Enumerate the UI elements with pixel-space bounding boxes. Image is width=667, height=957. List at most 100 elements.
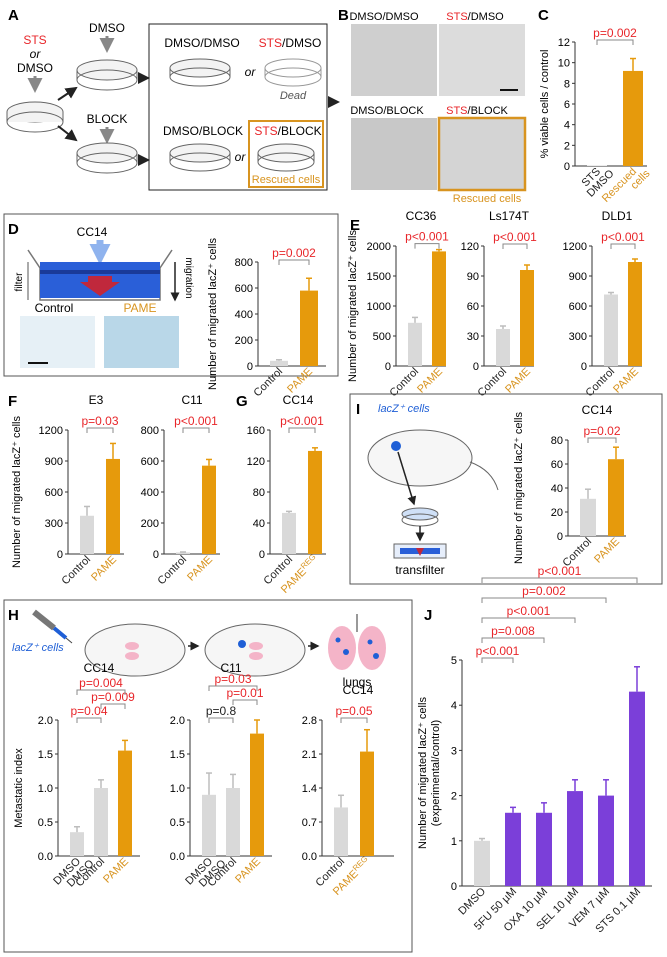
chart-h1-bar [70,832,84,856]
chart-e1-ytick-label: 1500 [367,271,391,283]
chart-e2-ytick-label: 120 [461,241,479,253]
chart-h2-bar [250,733,264,856]
b-sts-block-red: STS [446,105,467,117]
chart-i-title: CC14 [582,403,613,417]
chart-e3-bar [604,294,618,366]
chart-i-bar [608,459,624,536]
chart-j-bar [536,812,552,886]
a-block-top: BLOCK [87,112,128,126]
chart-d-ytick-label: 400 [235,309,253,321]
chart-j-comparison-bracket [481,637,545,643]
chart-j-comparison-bracket [481,597,607,603]
chart-j-bar [598,795,614,886]
chart-j-ylabel-line: Number of migrated lacZ⁺ cells [417,697,429,849]
chart-e3-ytick-label: 0 [581,361,587,373]
chart-e2-bar [520,270,534,366]
chart-h1-p-value: p=0.04 [70,704,107,718]
chart-d: Number of migrated lacZ⁺ cells 0 200 400 600… [207,238,326,400]
a-dmso-block: DMSO/BLOCK [163,124,243,138]
chart-i-category-label: PAME [592,536,622,566]
chart-h1-ytick-label: 2.0 [38,715,53,727]
a-or-label: or [30,47,42,61]
chart-h1-p-value: p=0.009 [91,690,135,704]
b-dmso-dmso: DMSO/DMSO [349,11,419,23]
chart-e1-ytick-label: 500 [373,331,391,343]
b-micro-sts-block [437,116,527,192]
chart-h-c11: C110.00.51.01.52.0DMSODMSOControlPAMEp=0… [170,661,272,890]
b-dmso-block: DMSO/BLOCK [350,105,424,117]
a-dish-sts-block [257,143,315,172]
chart-j-p-value: p<0.001 [507,604,551,618]
a-sts-dmso: STS/DMSO [259,36,322,50]
chart-j-comparison-bracket [481,657,514,663]
chart-i-ylabel: Number of migrated lacZ⁺ cells [513,412,525,564]
chart-f1-ytick-label: 600 [45,487,63,499]
chart-e3-p-value: p<0.001 [601,230,645,244]
a-sts-block-rest: /BLOCK [278,124,322,138]
chart-f1-bar [80,515,94,554]
chart-h2-comparison-bracket [232,699,258,705]
chart-c-ytick-label: 10 [558,58,570,70]
i-arrow-1 [397,451,417,506]
chart-h2-comparison-bracket [208,685,258,691]
chart-h1-comparison-bracket [76,717,102,723]
chart-h2-ytick-label: 0.0 [170,851,185,863]
panel-f-letter: F [8,393,17,410]
chart-f1-p-value: p=0.03 [81,414,118,428]
chart-c-ytick-label: 0 [564,161,570,173]
chart-f1-comparison-bracket [86,427,114,433]
a-sts-block: STS/BLOCK [254,124,321,138]
chart-h3-ytick-label: 2.1 [302,749,317,761]
a-outcome-box [148,23,328,191]
chart-g-ytick-label: 120 [247,456,265,468]
chart-h2-ytick-label: 0.5 [170,817,185,829]
chart-j-ytick-label: 4 [451,700,457,712]
chart-h2-ytick-label: 1.0 [170,783,185,795]
chart-h3-bar [334,807,348,856]
chart-e2-title: Ls174T [489,209,530,223]
a-or-1: or [245,65,257,79]
chart-i: CC14 Number of migrated lacZ⁺ cells 0 20 40 6… [513,403,626,569]
chart-c-ytick-label: 12 [558,37,570,49]
chart-c-ylabel: % viable cells / control [539,50,551,159]
a-source-dish [6,101,64,133]
chart-h1-bar [94,788,108,856]
h-mouse-1 [84,623,186,677]
a-sts-label: STS [23,33,46,47]
chart-e3-ytick-label: 600 [569,301,587,313]
chart-j: Number of migrated lacZ⁺ cells(experimen… [417,564,652,935]
chart-i-bar [580,498,596,536]
chart-f1-ytick-label: 900 [45,456,63,468]
b-rescued-cells: Rescued cells [453,193,522,205]
h-lungs-label: lungs [343,675,372,689]
d-pame-label: PAME [123,301,156,315]
chart-j-p-value: p=0.008 [491,624,535,638]
b-sts-dmso-rest: /DMSO [468,11,505,23]
chart-d-comparison-bracket [278,259,310,265]
chart-i-ytick-label: 80 [551,435,563,447]
chart-i-p-value: p=0.02 [583,424,620,438]
panel-j-letter: J [424,607,432,624]
chart-i-comparison-bracket [587,437,617,443]
chart-h1-comparison-bracket [100,703,126,709]
chart-e3-category-label: PAME [611,366,641,396]
chart-j-p-value: p=0.002 [522,584,566,598]
chart-j-bar [505,812,521,886]
b-sts-block-rest: /BLOCK [468,105,509,117]
chart-j-ytick-label: 0 [451,881,457,893]
chart-d-category-label: Control [252,366,286,400]
a-rescued-box [248,120,324,188]
chart-f2-category-label: Control [156,554,190,588]
h-mouse-2 [204,623,306,677]
chart-h3-ytick-label: 0.7 [302,817,317,829]
chart-h1-bar [118,750,132,856]
chart-e2-p-value: p<0.001 [493,230,537,244]
chart-e1-ylabel: Number of migrated lacZ⁺ cells [347,230,359,382]
chart-e2-ytick-label: 0 [473,361,479,373]
chart-d-ytick-label: 600 [235,283,253,295]
chart-j-bar [567,791,583,886]
h-syringe-icon [32,609,73,644]
chart-e2-ytick-label: 30 [467,331,479,343]
